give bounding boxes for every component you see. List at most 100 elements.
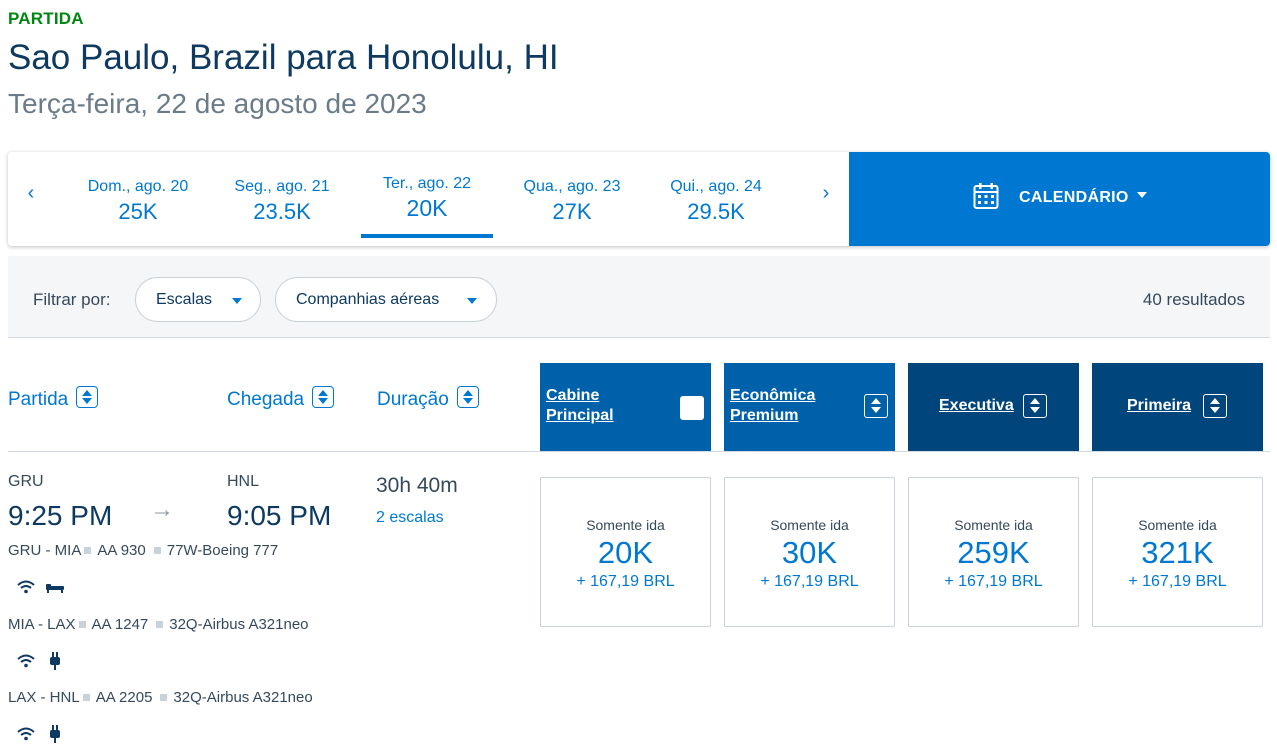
- separator: [84, 547, 92, 554]
- date-tab-label: Ter., ago. 22: [382, 175, 472, 192]
- fare-type: Somente ida: [770, 517, 849, 533]
- date-tab-ago-22-selected[interactable]: Ter., ago. 22 20K: [361, 152, 493, 246]
- fare-type: Somente ida: [954, 517, 1033, 533]
- segment-route: MIA - LAX: [8, 616, 76, 633]
- sort-icon: [456, 386, 479, 408]
- chevron-down-icon: [1137, 192, 1147, 198]
- separator: [78, 621, 86, 628]
- separator: [82, 694, 90, 701]
- sort-departure-label: Partida: [8, 389, 69, 410]
- destination-airport: HNL: [227, 473, 260, 490]
- wifi-icon[interactable]: [15, 576, 37, 598]
- filter-bar: Filtrar por: Escalas Companhias aéreas 4…: [8, 256, 1270, 338]
- next-dates-button[interactable]: ›: [822, 182, 830, 204]
- fare-miles: 20K: [597, 535, 654, 570]
- calendar-icon: [973, 183, 999, 209]
- stops-filter-label: Escalas: [156, 291, 213, 308]
- sort-departure-button[interactable]: Partida: [8, 386, 99, 411]
- sort-arrival-label: Chegada: [227, 389, 305, 410]
- cabin-business-label: Executiva: [939, 397, 1014, 414]
- cabin-premium-line1: Econômica: [730, 387, 816, 404]
- sort-arrival-button[interactable]: Chegada: [227, 386, 335, 411]
- segment-row: MIA - LAX AA 1247 32Q-Airbus A321neo: [8, 616, 309, 633]
- cabin-main-header[interactable]: Cabine Principal: [540, 363, 711, 451]
- cabin-premium-label: Econômica Premium: [730, 386, 815, 426]
- page-title: Sao Paulo, Brazil para Honolulu, HI: [8, 38, 559, 77]
- cabin-premium-line2: Premium: [730, 407, 799, 424]
- airlines-filter-label: Companhias aéreas: [296, 291, 440, 308]
- date-tab-price: 23.5K: [253, 199, 311, 224]
- cabin-premium-economy-header[interactable]: Econômica Premium: [724, 363, 895, 451]
- segment-route: GRU - MIA: [8, 542, 82, 559]
- direction-label: PARTIDA: [8, 9, 84, 28]
- origin-airport: GRU: [8, 473, 44, 490]
- wifi-icon[interactable]: [15, 650, 37, 672]
- power-plug-icon[interactable]: [44, 650, 66, 672]
- date-tab-label: Qui., ago. 24: [670, 178, 762, 195]
- cabin-main-line1: Cabine: [546, 387, 600, 404]
- fare-card-main-cabin[interactable]: Somente ida 20K + 167,19 BRL: [540, 477, 711, 627]
- chevron-down-icon: [467, 298, 477, 304]
- power-plug-icon[interactable]: [44, 723, 66, 745]
- sort-duration-label: Duração: [377, 389, 449, 410]
- separator: [156, 621, 164, 628]
- date-tab-label: Qua., ago. 23: [523, 178, 621, 195]
- date-selector: ‹ Dom., ago. 20 25K Seg., ago. 21 23.5K …: [8, 152, 1270, 246]
- sort-desc-icon: [680, 396, 704, 420]
- calendar-label: CALENDÁRIO: [1019, 189, 1129, 206]
- airlines-filter-dropdown[interactable]: Companhias aéreas: [275, 277, 497, 322]
- previous-dates-button[interactable]: ‹: [27, 182, 35, 204]
- fare-miles: 30K: [781, 535, 838, 570]
- travel-date: Terça-feira, 22 de agosto de 2023: [8, 88, 427, 119]
- fare-card-first[interactable]: Somente ida 321K + 167,19 BRL: [1092, 477, 1263, 627]
- date-tab-label: Dom., ago. 20: [87, 178, 189, 195]
- calendar-button[interactable]: CALENDÁRIO: [849, 152, 1270, 246]
- fare-taxes: + 167,19 BRL: [576, 573, 675, 590]
- date-tab-ago-20[interactable]: Dom., ago. 20 25K: [72, 152, 204, 246]
- separator: [153, 547, 161, 554]
- divider: [8, 451, 1270, 452]
- amenities: [8, 572, 72, 602]
- fare-taxes: + 167,19 BRL: [944, 573, 1043, 590]
- stops-filter-dropdown[interactable]: Escalas: [135, 277, 261, 322]
- cabin-main-line2: Principal: [546, 407, 614, 424]
- date-tab-ago-21[interactable]: Seg., ago. 21 23.5K: [216, 152, 348, 246]
- sort-icon: [1023, 394, 1047, 418]
- segment-flight-number[interactable]: AA 2205: [95, 689, 153, 706]
- date-tab-price: 29.5K: [687, 199, 745, 224]
- stops-link[interactable]: 2 escalas: [376, 509, 444, 526]
- segment-aircraft: 32Q-Airbus A321neo: [173, 689, 313, 706]
- departure-time: 9:25 PM: [8, 500, 113, 531]
- date-tab-ago-23[interactable]: Qua., ago. 23 27K: [506, 152, 638, 246]
- arrow-right-icon: →: [150, 496, 174, 523]
- date-tab-ago-24[interactable]: Qui., ago. 24 29.5K: [650, 152, 782, 246]
- fare-card-premium-economy[interactable]: Somente ida 30K + 167,19 BRL: [724, 477, 895, 627]
- segment-route: LAX - HNL: [8, 689, 80, 706]
- segment-aircraft: 77W-Boeing 777: [166, 542, 279, 559]
- cabin-main-label: Cabine Principal: [546, 386, 614, 426]
- cabin-business-header[interactable]: Executiva: [908, 363, 1079, 451]
- separator: [160, 694, 168, 701]
- segment-flight-number[interactable]: AA 930: [97, 542, 146, 559]
- cabin-first-label: Primeira: [1127, 397, 1192, 414]
- sort-icon: [312, 386, 335, 408]
- sort-duration-button[interactable]: Duração: [377, 386, 479, 411]
- segment-row: GRU - MIA AA 930 77W-Boeing 777: [8, 542, 278, 559]
- flight-duration: 30h 40m: [376, 474, 458, 497]
- results-count: 40 resultados: [1142, 290, 1245, 309]
- sort-icon: [864, 394, 888, 418]
- fare-type: Somente ida: [586, 517, 665, 533]
- fare-taxes: + 167,19 BRL: [1128, 573, 1227, 590]
- date-tab-price: 25K: [118, 199, 158, 224]
- date-tab-price: 27K: [552, 199, 592, 224]
- sort-icon: [1203, 394, 1227, 418]
- segment-row: LAX - HNL AA 2205 32Q-Airbus A321neo: [8, 689, 313, 706]
- fare-card-business[interactable]: Somente ida 259K + 167,19 BRL: [908, 477, 1079, 627]
- cabin-first-header[interactable]: Primeira: [1092, 363, 1263, 451]
- segment-flight-number[interactable]: AA 1247: [91, 616, 149, 633]
- fare-miles: 321K: [1141, 535, 1214, 570]
- flat-bed-icon[interactable]: [44, 576, 66, 598]
- segment-aircraft: 32Q-Airbus A321neo: [169, 616, 309, 633]
- wifi-icon[interactable]: [15, 723, 37, 745]
- fare-type: Somente ida: [1138, 517, 1217, 533]
